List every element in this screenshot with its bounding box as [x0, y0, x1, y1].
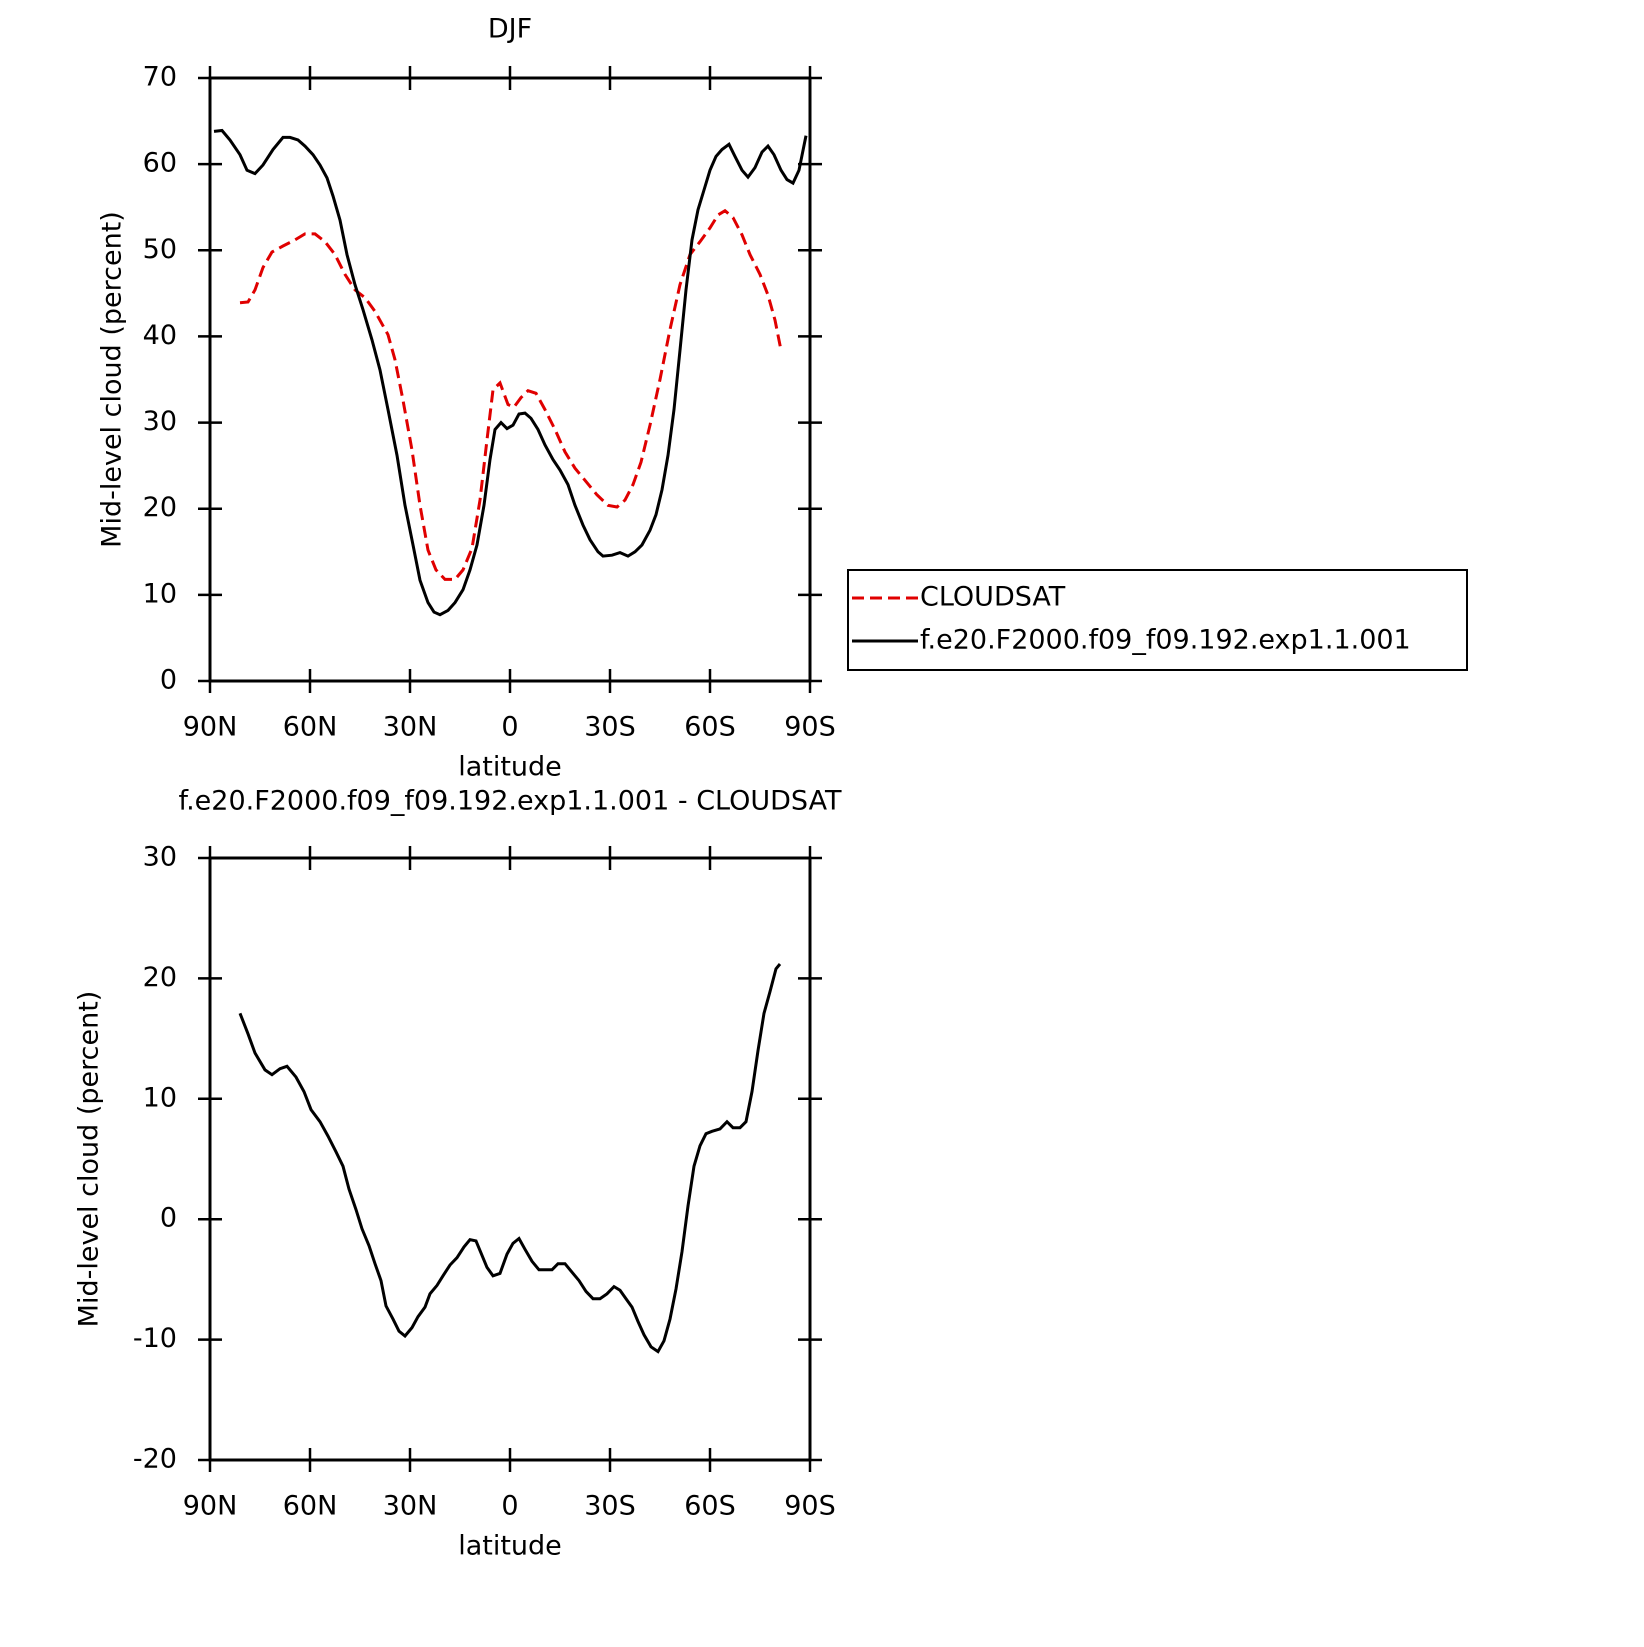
- x-tick-label: 90S: [784, 712, 836, 743]
- x-tick-label: 90S: [784, 1491, 836, 1522]
- y-tick-label: 50: [143, 234, 177, 265]
- legend-box: [847, 569, 1468, 671]
- x-tick-label: 0: [501, 1491, 518, 1522]
- y-tick-label: 20: [143, 962, 177, 993]
- x-tick-label: 60N: [283, 712, 338, 743]
- x-tick-label: 60S: [684, 712, 736, 743]
- x-tick-label: 60S: [684, 1491, 736, 1522]
- chart-title: f.e20.F2000.f09_f09.192.exp1.1.001 - CLO…: [179, 786, 842, 817]
- legend-label: f.e20.F2000.f09_f09.192.exp1.1.001: [920, 625, 1411, 656]
- series-line: [238, 963, 782, 1354]
- y-tick-label: 0: [160, 1203, 177, 1234]
- y-tick-label: 10: [143, 1082, 177, 1113]
- x-tick-label: 60N: [283, 1491, 338, 1522]
- y-tick-label: 60: [143, 148, 177, 179]
- series-line: [239, 208, 783, 581]
- y-axis-label: Mid-level cloud (percent): [74, 991, 105, 1328]
- y-tick-label: 40: [143, 320, 177, 351]
- y-tick-label: 10: [143, 578, 177, 609]
- x-tick-label: 30S: [584, 712, 636, 743]
- y-tick-label: 30: [143, 406, 177, 437]
- series-line: [213, 128, 808, 617]
- y-tick-label: -20: [133, 1444, 177, 1475]
- x-tick-label: 0: [501, 712, 518, 743]
- plot-frame: [208, 76, 812, 683]
- legend-label: CLOUDSAT: [920, 582, 1066, 613]
- y-tick-label: -10: [133, 1323, 177, 1354]
- y-axis-label: Mid-level cloud (percent): [97, 211, 128, 548]
- x-tick-label: 90N: [183, 712, 238, 743]
- y-tick-label: 0: [160, 665, 177, 696]
- x-tick-label: 30S: [584, 1491, 636, 1522]
- x-tick-label: 90N: [183, 1491, 238, 1522]
- x-tick-label: 30N: [383, 1491, 438, 1522]
- y-tick-label: 20: [143, 492, 177, 523]
- plot-frame: [208, 856, 812, 1462]
- chart-title: DJF: [488, 14, 532, 45]
- y-tick-label: 30: [143, 842, 177, 873]
- x-tick-label: 30N: [383, 712, 438, 743]
- y-tick-label: 70: [143, 62, 177, 93]
- x-axis-label: latitude: [458, 752, 562, 783]
- x-axis-label: latitude: [458, 1531, 562, 1562]
